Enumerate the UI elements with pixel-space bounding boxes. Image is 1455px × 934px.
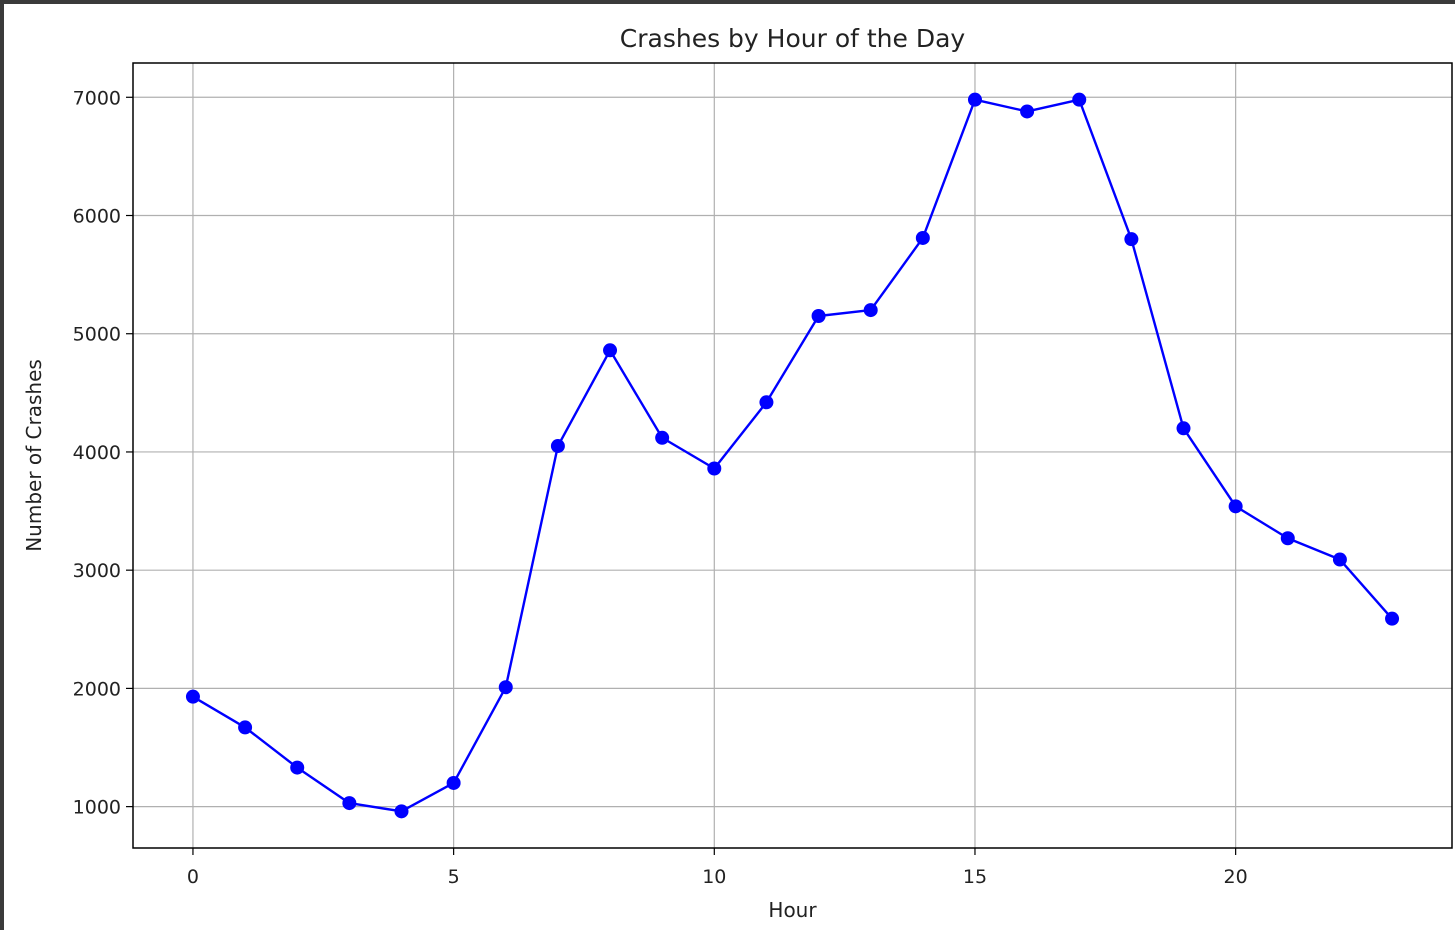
data-point — [967, 92, 982, 107]
y-tick-label: 3000 — [73, 560, 121, 582]
data-point — [603, 343, 618, 358]
y-tick-label: 7000 — [73, 87, 121, 109]
data-point — [655, 430, 670, 445]
data-point — [811, 308, 826, 323]
data-point — [185, 689, 200, 704]
x-tick-label: 0 — [187, 866, 199, 888]
y-tick-label: 6000 — [73, 206, 121, 228]
data-point — [1072, 92, 1087, 107]
data-point — [1228, 499, 1243, 514]
data-point — [863, 303, 878, 318]
axis-ticks: 0 5 10 15 20 1000 2000 3000 4000 5000 6000 7000 — [73, 87, 1248, 888]
chart-title: Crashes by Hour of the Day — [620, 24, 966, 53]
data-point — [394, 804, 409, 819]
x-tick-label: 5 — [448, 866, 460, 888]
data-point — [498, 680, 513, 695]
data-point — [1124, 232, 1139, 247]
y-axis-label: Number of Crashes — [22, 359, 46, 552]
y-tick-label: 1000 — [73, 797, 121, 819]
data-point — [707, 461, 722, 476]
x-tick-label: 20 — [1224, 866, 1248, 888]
y-tick-label: 2000 — [73, 678, 121, 700]
data-point — [915, 230, 930, 245]
data-point — [290, 760, 305, 775]
data-point — [759, 395, 774, 410]
x-tick-label: 10 — [702, 866, 726, 888]
y-tick-label: 5000 — [73, 324, 121, 346]
data-point — [342, 796, 357, 811]
x-axis-label: Hour — [768, 898, 817, 922]
data-point — [446, 775, 461, 790]
data-point — [1280, 531, 1295, 546]
data-point — [550, 439, 565, 454]
plot-area-frame — [132, 62, 1453, 849]
data-point — [1020, 104, 1035, 119]
data-point — [1176, 421, 1191, 436]
grid-lines — [133, 63, 1452, 848]
y-tick-label: 4000 — [73, 442, 121, 464]
data-series — [185, 92, 1400, 819]
data-point — [238, 720, 253, 735]
line-chart: 0 5 10 15 20 1000 2000 3000 4000 5000 6000 7000 Cra… — [22, 24, 1453, 922]
data-point — [1332, 552, 1347, 567]
series-line — [192, 98, 1393, 813]
data-point — [1385, 611, 1400, 626]
x-tick-label: 15 — [963, 866, 987, 888]
